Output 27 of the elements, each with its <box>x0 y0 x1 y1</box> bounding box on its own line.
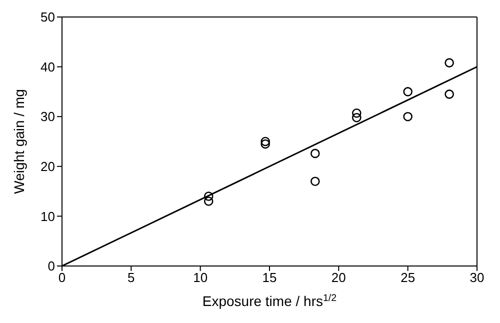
point <box>204 196 214 206</box>
point <box>260 139 270 149</box>
x-tick-label: 15 <box>262 270 277 286</box>
point <box>310 148 320 158</box>
x-tick-label: 25 <box>400 270 416 286</box>
x-axis-title: Exposure time / hrs$^{1/2}$ <box>202 292 337 309</box>
x-tick-label: 30 <box>470 270 484 286</box>
y-tick-label: 40 <box>40 59 55 74</box>
y-tick-label: 10 <box>40 208 55 224</box>
point <box>444 58 454 68</box>
x-tick-label: 0 <box>58 270 66 286</box>
point <box>204 192 214 201</box>
x-tick-label: 10 <box>193 270 208 286</box>
point <box>444 90 454 99</box>
y-axis-title: Weight gain / mg <box>11 89 27 194</box>
point <box>352 112 362 122</box>
y-tick-label: 30 <box>40 109 55 124</box>
y-tick-label: 50 <box>40 10 55 25</box>
point <box>352 108 362 118</box>
y-tick-label: 0 <box>48 258 55 274</box>
point <box>403 112 412 122</box>
point <box>403 87 412 96</box>
y-tick-label: 20 <box>40 159 55 174</box>
x-tick-label: 5 <box>128 270 135 286</box>
x-tick-label: 20 <box>331 270 346 286</box>
point <box>260 136 270 146</box>
point <box>310 176 320 186</box>
